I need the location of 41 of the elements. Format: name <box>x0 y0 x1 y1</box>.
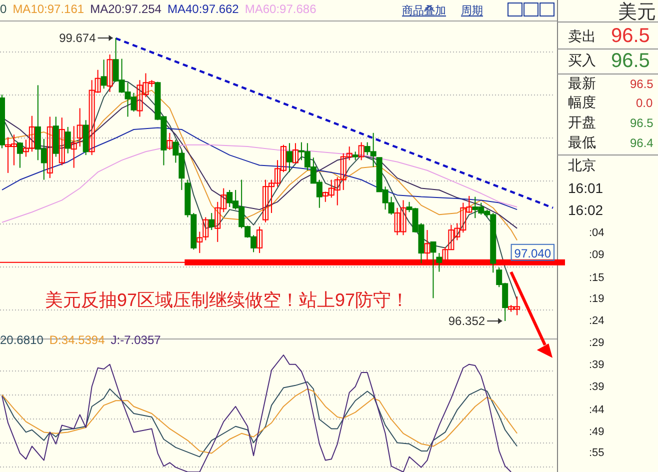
annotation: 99.674 <box>59 31 96 45</box>
text: :55 <box>589 447 604 459</box>
text: :04 <box>589 227 604 239</box>
text: 96.4 <box>630 136 654 150</box>
text: 96.5 <box>611 50 650 72</box>
text: 20.6810 <box>0 333 44 347</box>
annotation: 96.352 <box>448 314 486 328</box>
text: 北京 <box>568 157 596 173</box>
ref-line-label: 97.040 <box>514 246 552 260</box>
text: MA20:97.254 <box>90 2 162 16</box>
text: 卖出 <box>568 28 596 44</box>
text: 96.5 <box>630 77 654 91</box>
text: 最新 <box>568 75 596 91</box>
text: 开盘 <box>568 114 596 130</box>
text: 0.0 <box>636 96 654 110</box>
text: 周期 <box>461 5 483 17</box>
text: 16:02 <box>568 202 604 218</box>
text: :24 <box>589 315 604 327</box>
text: 买入 <box>568 52 596 68</box>
text: :09 <box>589 249 604 261</box>
text: 0 <box>0 2 7 16</box>
text: :19 <box>589 293 604 305</box>
annotation: 美元反抽97区域压制继续做空！站上97防守！ <box>45 290 410 310</box>
text: D:34.5394 <box>49 333 106 347</box>
text: MA10:97.161 <box>12 2 84 16</box>
text: 96.5 <box>630 116 654 130</box>
series-label: J:-7.0357 <box>110 333 162 347</box>
text: :15 <box>589 272 604 284</box>
text: 美元 <box>618 1 656 23</box>
text: :49 <box>589 426 604 438</box>
text: 96.5 <box>611 25 650 47</box>
text: :44 <box>589 404 604 416</box>
text: 最低 <box>568 134 596 150</box>
text: MA60:97.686 <box>244 2 317 16</box>
text: 16:01 <box>568 180 604 196</box>
text: MA40:97.662 <box>167 2 240 16</box>
text: 商品叠加 <box>402 4 446 17</box>
text: :29 <box>589 337 604 349</box>
text: :39 <box>589 359 604 371</box>
text: 幅度 <box>568 94 596 110</box>
text: :39 <box>589 381 604 393</box>
